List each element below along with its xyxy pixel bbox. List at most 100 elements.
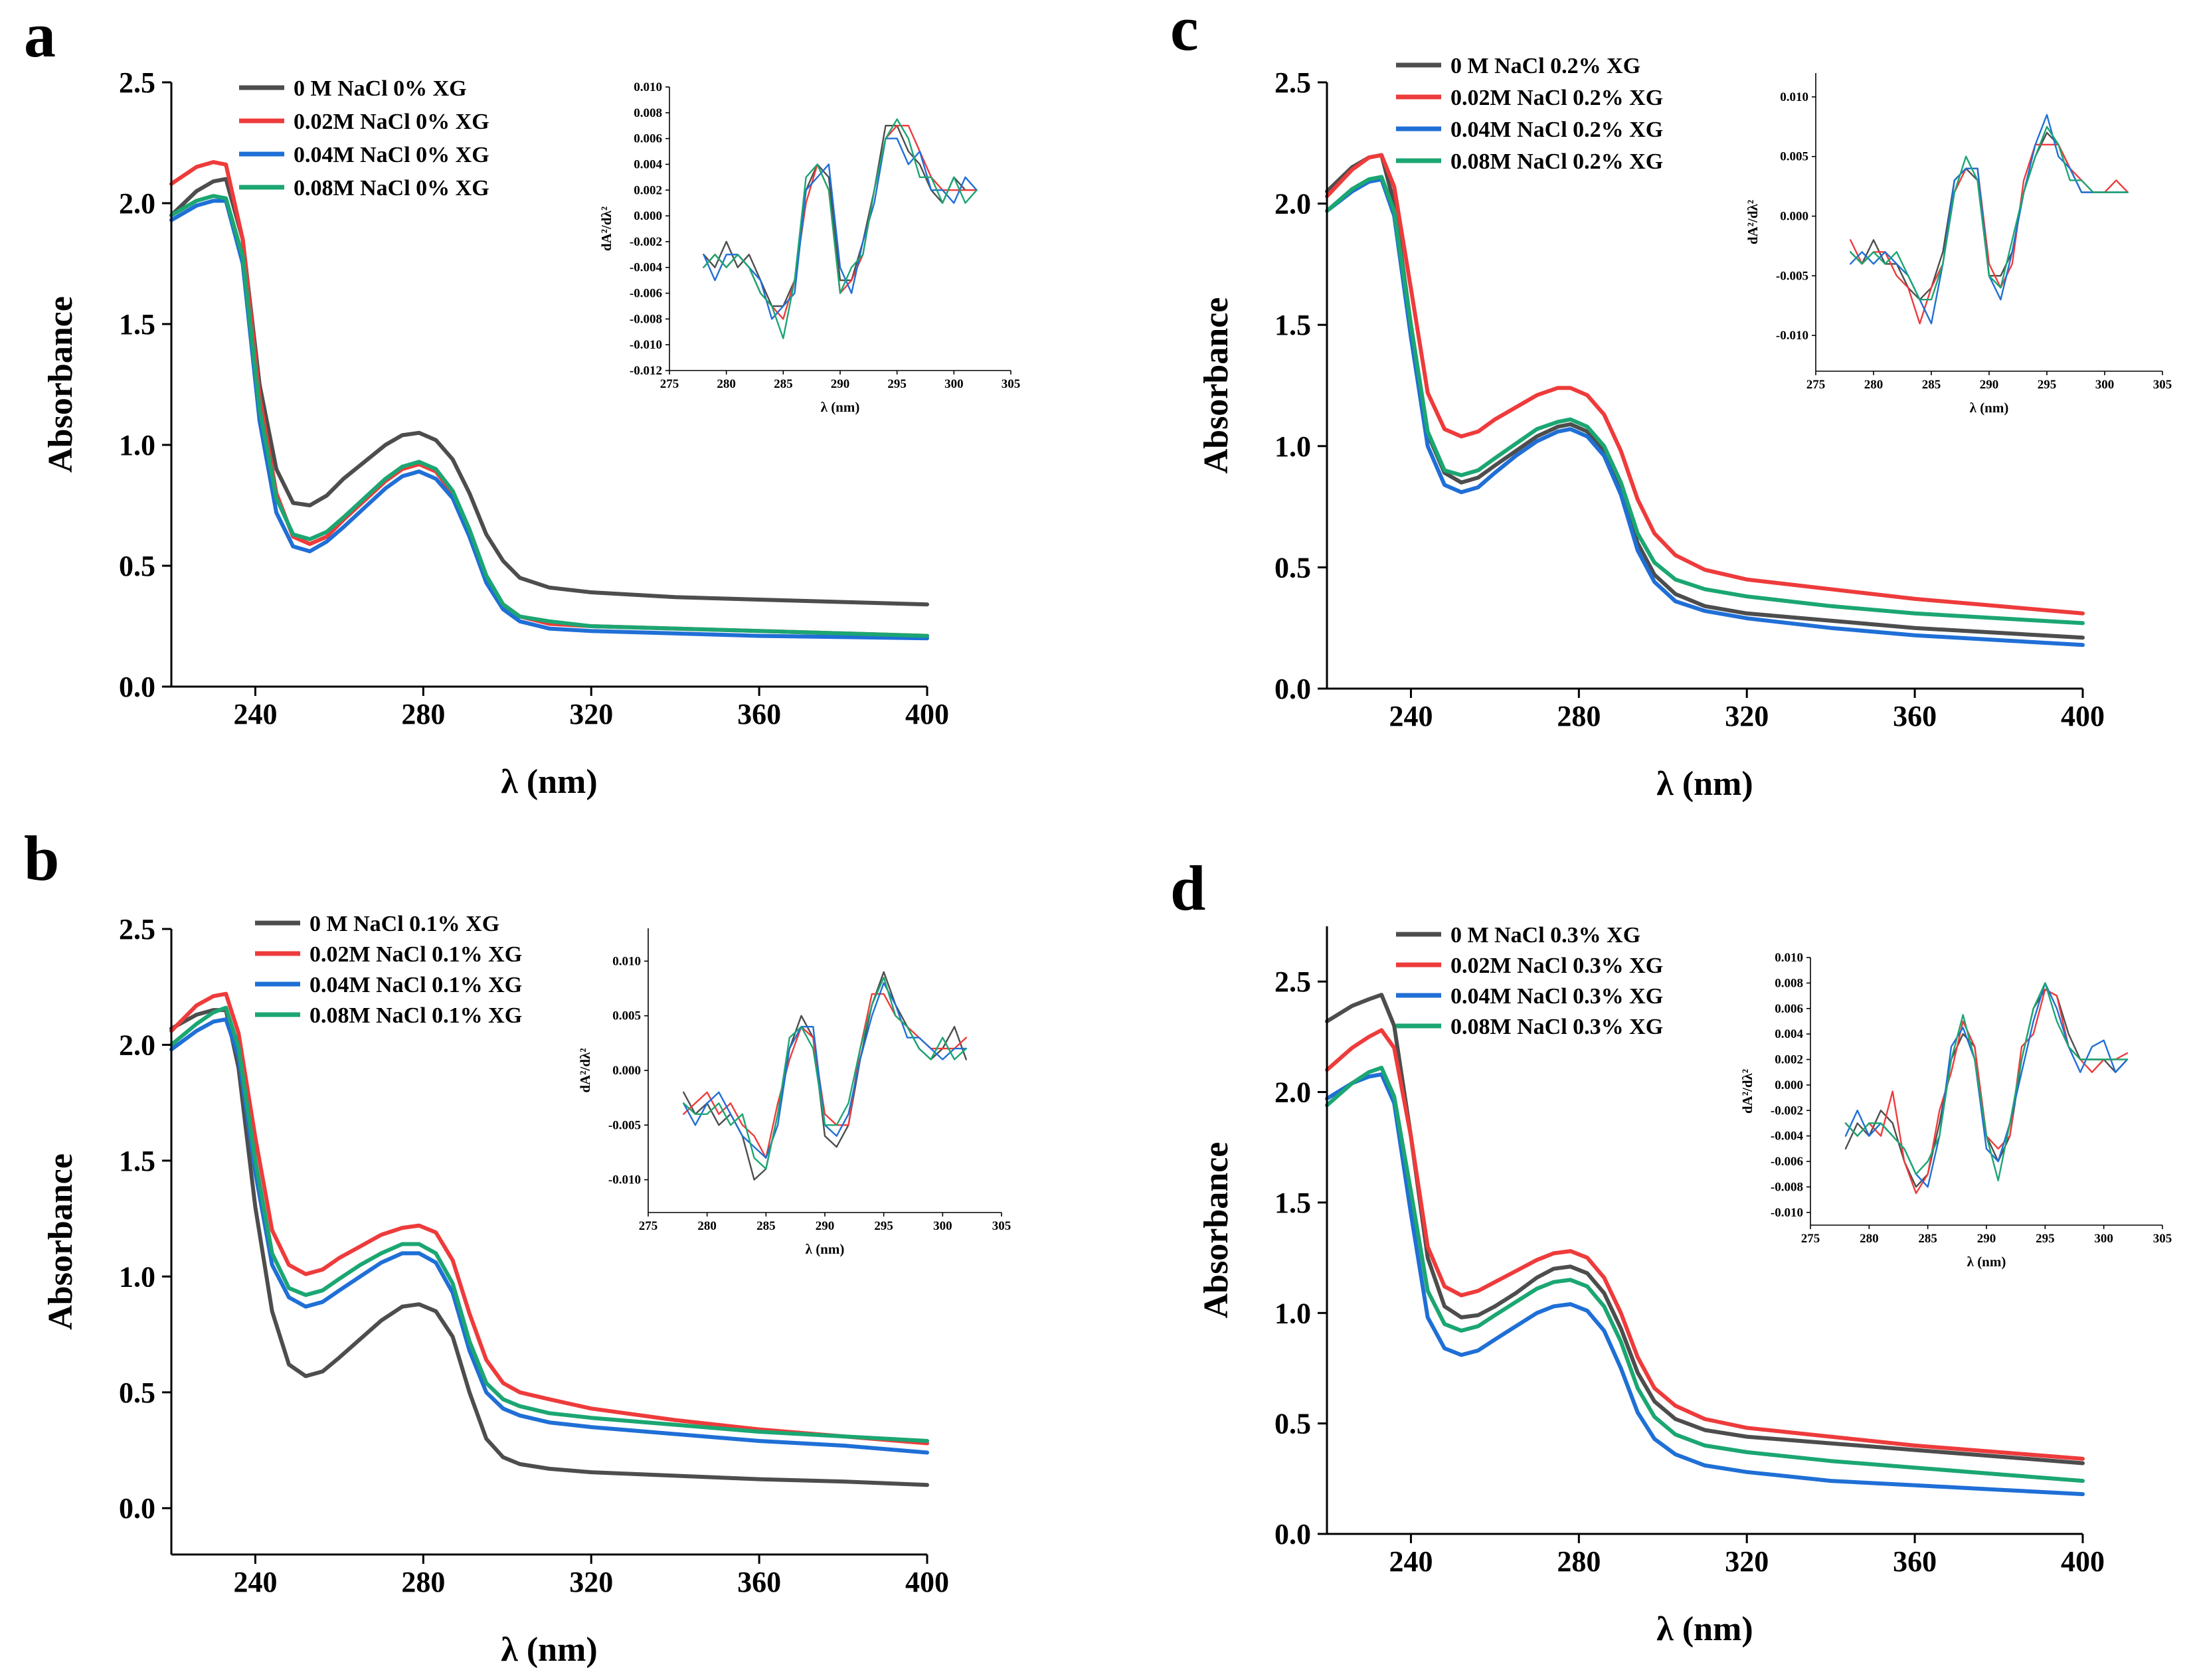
legend-label: 0.02M NaCl 0.3% XG [1450, 954, 1663, 978]
inset-y-tick-label: 0.008 [634, 106, 662, 120]
y-axis-title: Absorbance [42, 1153, 80, 1330]
x-tick-label: 280 [401, 698, 445, 730]
inset: 275 280 285 290 295 300 305 -0.010 -0.008 -0.006 -… [1739, 951, 2172, 1270]
legend: 0 M NaCl 0.1% XG 0.02M NaCl 0.1% XG 0.04M … [255, 912, 522, 1028]
x-tick-label: 240 [233, 698, 277, 730]
x-tick-label: 360 [737, 1566, 781, 1598]
x-axis-title: λ (nm) [501, 1631, 597, 1669]
x-tick-label: 400 [2061, 1545, 2105, 1578]
inset-x-axis-title: λ (nm) [1970, 400, 2009, 416]
inset-x-tick-label: 285 [1922, 378, 1941, 392]
y-tick-label: 1.0 [1274, 430, 1311, 463]
inset-y-tick-label: 0.008 [1775, 976, 1803, 990]
x-tick-label: 240 [1389, 700, 1433, 732]
inset-y-tick-label: 0.000 [1775, 1078, 1803, 1092]
inset-x-axis-title: λ (nm) [821, 399, 860, 415]
panel-letter: c [1170, 0, 1199, 64]
x-tick-label: 240 [1389, 1545, 1433, 1578]
inset-y-tick-label: 0.006 [1775, 1002, 1803, 1016]
inset-y-tick-label: 0.000 [1780, 210, 1808, 224]
inset-x-tick-label: 280 [717, 377, 736, 391]
y-tick-label: 1.0 [1274, 1297, 1311, 1329]
x-tick-label: 400 [905, 698, 949, 730]
y-tick-label: 0.0 [119, 1492, 155, 1525]
inset-y-tick-label: 0.002 [634, 183, 662, 197]
y-tick-label: 0.0 [1274, 673, 1311, 705]
y-tick-label: 0.5 [119, 1377, 155, 1409]
y-tick-label: 2.5 [119, 66, 155, 99]
x-tick-label: 360 [1893, 700, 1937, 732]
inset-y-tick-label: 0.010 [1775, 951, 1803, 965]
series-0_02M-line [1325, 1028, 2085, 1461]
panel-b: b 240 280 320 360 400 0.0 0.5 1.0 1.5 2.0 2.5 λ (nm)… [24, 823, 1011, 1669]
legend-label: 0.04M NaCl 0% XG [294, 143, 489, 167]
x-tick-label: 320 [569, 1566, 613, 1598]
inset-y-tick-label: -0.002 [1771, 1104, 1803, 1118]
inset-background [1816, 73, 2162, 371]
legend-label: 0.08M NaCl 0.1% XG [309, 1003, 522, 1028]
series-0_08M-line [169, 1005, 929, 1443]
inset-y-tick-label: -0.005 [608, 1118, 641, 1132]
inset-x-tick-label: 285 [1918, 1232, 1937, 1246]
panel-letter: b [24, 823, 59, 894]
inset-y-tick-label: -0.012 [630, 364, 662, 378]
inset-x-axis-title: λ (nm) [1967, 1254, 2006, 1270]
legend-label: 0.08M NaCl 0.3% XG [1450, 1015, 1663, 1039]
inset-x-tick-label: 280 [697, 1219, 717, 1233]
y-tick-label: 1.5 [1274, 1187, 1311, 1219]
x-tick-label: 280 [1557, 1545, 1601, 1578]
y-axis-title: Absorbance [1197, 1142, 1235, 1319]
inset-y-tick-label: 0.004 [634, 157, 662, 171]
y-tick-label: 0.5 [1274, 1408, 1311, 1440]
inset-y-tick-label: -0.008 [630, 312, 662, 326]
inset-y-tick-label: 0.000 [612, 1064, 641, 1078]
inset-y-axis-title: dA²/dλ² [598, 207, 614, 251]
inset-y-tick-label: -0.002 [630, 235, 662, 249]
panel-d: d 240 280 320 360 400 0.0 0.5 1.0 1.5 2.0 2.5 λ (nm)… [1170, 853, 2172, 1648]
inset-x-tick-label: 290 [1977, 1232, 1996, 1246]
inset-y-tick-label: 0.010 [612, 954, 641, 968]
y-tick-label: 0.5 [119, 550, 155, 582]
inset-y-tick-label: 0.005 [1780, 150, 1808, 164]
inset-y-tick-label: -0.010 [608, 1173, 641, 1187]
y-tick-label: 2.0 [119, 187, 155, 220]
inset-series-0_08M-line [1844, 982, 2129, 1182]
inset-x-tick-label: 300 [2095, 378, 2115, 392]
legend-label: 0 M NaCl 0% XG [294, 76, 467, 101]
inset-x-tick-label: 295 [887, 377, 907, 391]
series-0M-line [1325, 993, 2085, 1466]
inset-x-tick-label: 305 [1002, 377, 1021, 391]
inset-x-tick-label: 295 [874, 1219, 893, 1233]
x-tick-label: 320 [1725, 700, 1769, 732]
inset-background [669, 87, 1011, 371]
legend-label: 0.02M NaCl 0% XG [294, 110, 489, 134]
y-tick-label: 2.5 [119, 913, 155, 946]
inset-background [1810, 958, 2162, 1225]
inset-y-tick-label: -0.004 [1771, 1130, 1804, 1143]
inset-y-tick-label: 0.000 [634, 209, 662, 223]
legend-label: 0 M NaCl 0.2% XG [1450, 54, 1640, 78]
series-0_04M-line [1325, 1072, 2085, 1497]
y-tick-label: 2.5 [1274, 966, 1311, 998]
inset-series-0_08M-line [1849, 126, 2129, 301]
inset-y-tick-label: -0.008 [1771, 1180, 1803, 1194]
y-tick-label: 0.5 [1274, 551, 1311, 584]
x-axis-title: λ (nm) [1656, 765, 1753, 803]
x-tick-label: 240 [233, 1566, 277, 1598]
inset-background [648, 928, 1002, 1213]
inset-x-tick-label: 290 [816, 1219, 835, 1233]
series-0_02M-line [169, 991, 929, 1446]
y-tick-label: 1.0 [119, 429, 155, 462]
y-tick-label: 2.0 [1274, 188, 1311, 220]
legend-label: 0 M NaCl 0.3% XG [1450, 923, 1640, 948]
inset-y-tick-label: -0.004 [630, 261, 663, 275]
panel-letter: d [1170, 853, 1205, 924]
legend: 0 M NaCl 0.3% XG 0.02M NaCl 0.3% XG 0.04M … [1396, 923, 1663, 1039]
legend-label: 0.08M NaCl 0% XG [294, 176, 489, 201]
inset-x-axis-title: λ (nm) [806, 1241, 845, 1257]
x-axis-title: λ (nm) [501, 763, 597, 801]
inset-x-tick-label: 305 [2153, 378, 2172, 392]
inset-x-tick-label: 275 [1806, 378, 1826, 392]
inset-x-tick-label: 295 [2038, 378, 2057, 392]
inset-x-tick-label: 275 [1801, 1232, 1820, 1246]
